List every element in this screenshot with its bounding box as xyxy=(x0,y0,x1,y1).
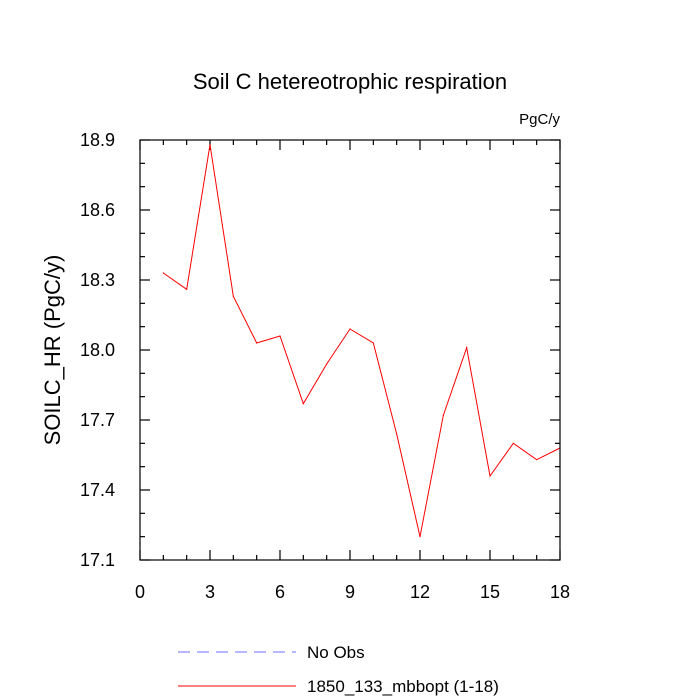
x-tick-label: 15 xyxy=(480,582,500,602)
data-point xyxy=(186,288,188,290)
data-point xyxy=(279,335,281,337)
axis-ticks xyxy=(139,139,561,561)
y-tick-label: 18.0 xyxy=(80,340,115,360)
y-tick-label: 18.6 xyxy=(80,200,115,220)
data-point xyxy=(162,272,164,274)
data-point xyxy=(536,459,538,461)
units-label: PgC/y xyxy=(519,111,560,128)
x-tick-label: 3 xyxy=(205,582,215,602)
y-axis-label: SOILC_HR (PgC/y) xyxy=(40,255,65,446)
y-tick-label: 18.9 xyxy=(80,130,115,150)
y-tick-label: 17.7 xyxy=(80,410,115,430)
x-tick-label: 0 xyxy=(135,582,145,602)
data-point xyxy=(209,144,211,146)
data-point xyxy=(232,295,234,297)
y-tick-label: 17.4 xyxy=(80,480,115,500)
chart-title: Soil C hetereotrophic respiration xyxy=(193,69,507,94)
x-tick-label: 6 xyxy=(275,582,285,602)
data-point xyxy=(256,342,258,344)
data-point xyxy=(442,414,444,416)
series-line xyxy=(163,144,561,537)
legend: No Obs 1850_133_mbbopt (1-18) xyxy=(178,643,499,696)
plot-frame xyxy=(139,139,561,561)
data-point xyxy=(326,363,328,365)
tick-labels: 0 3 6 9 12 15 18 17.1 17.4 17.7 18.0 18.3 18.6 18.9 xyxy=(80,130,570,602)
data-point xyxy=(489,475,491,477)
data-point xyxy=(466,347,468,349)
data-point xyxy=(302,403,304,405)
x-tick-label: 18 xyxy=(550,582,570,602)
data-point xyxy=(396,433,398,435)
data-point xyxy=(349,328,351,330)
y-tick-label: 17.1 xyxy=(80,550,115,570)
y-tick-label: 18.3 xyxy=(80,270,115,290)
x-tick-label: 9 xyxy=(345,582,355,602)
x-tick-label: 12 xyxy=(410,582,430,602)
series-lines xyxy=(162,144,561,538)
data-point xyxy=(512,442,514,444)
legend-label: No Obs xyxy=(307,643,365,662)
data-point xyxy=(372,342,374,344)
legend-label: 1850_133_mbbopt (1-18) xyxy=(307,677,499,696)
data-point xyxy=(419,536,421,538)
